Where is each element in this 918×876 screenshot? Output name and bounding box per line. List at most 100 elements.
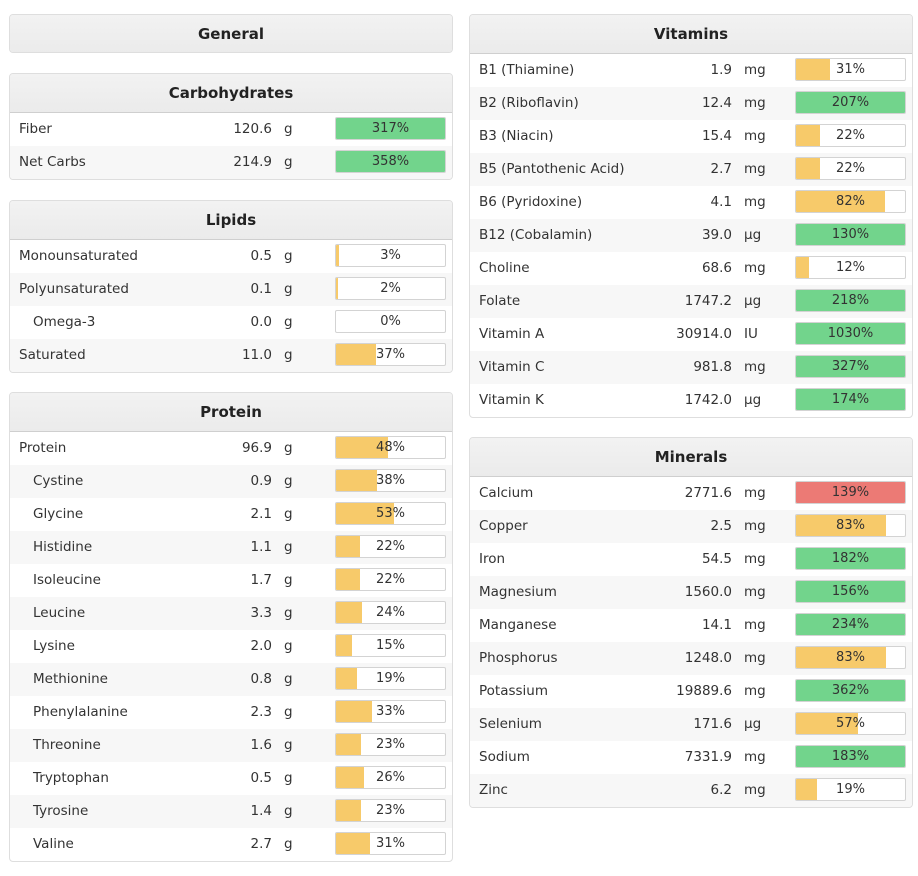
progress-fill xyxy=(336,734,362,755)
nutrient-unit: mg xyxy=(744,650,766,666)
target-progress-bar: 19% xyxy=(335,667,446,690)
nutrient-name: Potassium xyxy=(479,683,549,699)
nutrient-row: Tryptophan 0.5 g 26% xyxy=(10,762,452,795)
progress-fill xyxy=(336,833,370,854)
nutrient-unit: g xyxy=(284,803,293,819)
nutrient-name: B2 (Riboflavin) xyxy=(479,95,579,111)
minerals-header[interactable]: Minerals xyxy=(470,438,912,477)
nutrient-row: Vitamin A 30914.0 IU 1030% xyxy=(470,318,912,351)
carbohydrates-rows: Fiber 120.6 g 317% Net Carbs 214.9 g 358% xyxy=(10,113,452,179)
nutrient-unit: g xyxy=(284,248,293,264)
progress-fill xyxy=(336,767,365,788)
nutrient-amount: 2.0 xyxy=(250,638,272,654)
progress-fill xyxy=(336,344,377,365)
nutrient-amount: 19889.6 xyxy=(676,683,732,699)
nutrient-row: Vitamin K 1742.0 µg 174% xyxy=(470,384,912,417)
nutrient-row: B5 (Pantothenic Acid) 2.7 mg 22% xyxy=(470,153,912,186)
nutrient-unit: mg xyxy=(744,518,766,534)
target-percent: 22% xyxy=(836,128,865,143)
target-progress-bar: 83% xyxy=(795,514,906,537)
progress-fill xyxy=(796,548,905,569)
nutrient-name: Vitamin C xyxy=(479,359,545,375)
nutrient-unit: g xyxy=(284,770,293,786)
target-progress-bar: 31% xyxy=(795,58,906,81)
nutrient-unit: mg xyxy=(744,128,766,144)
progress-fill xyxy=(336,437,389,458)
nutrient-unit: µg xyxy=(744,716,762,732)
lipids-header[interactable]: Lipids xyxy=(10,201,452,240)
nutrient-row: Omega-3 0.0 g 0% xyxy=(10,306,452,339)
nutrient-amount: 1.4 xyxy=(250,803,272,819)
nutrient-amount: 0.0 xyxy=(250,314,272,330)
target-percent: 26% xyxy=(376,770,405,785)
nutrient-name: Leucine xyxy=(33,605,86,621)
nutrient-row: Phenylalanine 2.3 g 33% xyxy=(10,696,452,729)
nutrient-row: Valine 2.7 g 31% xyxy=(10,828,452,861)
protein-panel: Protein Protein 96.9 g 48% Cystine 0.9 g 38% Gly… xyxy=(9,392,453,862)
progress-fill xyxy=(336,602,363,623)
vitamins-panel: Vitamins B1 (Thiamine) 1.9 mg 31% B2 (Ribofl… xyxy=(469,14,913,418)
nutrient-unit: mg xyxy=(744,260,766,276)
carbohydrates-header[interactable]: Carbohydrates xyxy=(10,74,452,113)
target-percent: 23% xyxy=(376,737,405,752)
nutrient-name: Methionine xyxy=(33,671,108,687)
nutrient-row: B1 (Thiamine) 1.9 mg 31% xyxy=(470,54,912,87)
nutrient-name: Monounsaturated xyxy=(19,248,138,264)
nutrient-name: Saturated xyxy=(19,347,86,363)
target-percent: 2% xyxy=(380,281,401,296)
nutrient-amount: 1742.0 xyxy=(684,392,732,408)
nutrient-row: Fiber 120.6 g 317% xyxy=(10,113,452,146)
nutrient-amount: 2.7 xyxy=(710,161,732,177)
nutrient-amount: 1.6 xyxy=(250,737,272,753)
nutrient-name: Magnesium xyxy=(479,584,557,600)
nutrient-unit: g xyxy=(284,836,293,852)
nutrient-amount: 54.5 xyxy=(701,551,732,567)
target-percent: 358% xyxy=(371,154,410,169)
target-progress-bar: 182% xyxy=(795,547,906,570)
nutrient-amount: 0.1 xyxy=(250,281,272,297)
nutrient-unit: g xyxy=(284,605,293,621)
nutrient-amount: 2.5 xyxy=(710,518,732,534)
nutrient-amount: 96.9 xyxy=(241,440,272,456)
progress-fill xyxy=(796,59,830,80)
target-percent: 207% xyxy=(831,95,870,110)
progress-fill xyxy=(796,614,905,635)
nutrient-row: Glycine 2.1 g 53% xyxy=(10,498,452,531)
nutrient-name: Iron xyxy=(479,551,506,567)
general-header[interactable]: General xyxy=(10,15,452,52)
nutrient-row: Zinc 6.2 mg 19% xyxy=(470,774,912,807)
progress-fill xyxy=(336,503,394,524)
nutrient-row: Lysine 2.0 g 15% xyxy=(10,630,452,663)
progress-fill xyxy=(796,224,905,245)
nutrient-unit: mg xyxy=(744,161,766,177)
nutrient-amount: 1.9 xyxy=(710,62,732,78)
target-progress-bar: 327% xyxy=(795,355,906,378)
nutrient-amount: 0.8 xyxy=(250,671,272,687)
minerals-panel: Minerals Calcium 2771.6 mg 139% Copper 2.5 mg 8… xyxy=(469,437,913,808)
vitamins-header[interactable]: Vitamins xyxy=(470,15,912,54)
nutrient-name: Isoleucine xyxy=(33,572,101,588)
target-progress-bar: 218% xyxy=(795,289,906,312)
target-percent: 183% xyxy=(831,749,870,764)
nutrient-unit: g xyxy=(284,440,293,456)
nutrient-name: Polyunsaturated xyxy=(19,281,129,297)
target-progress-bar: 23% xyxy=(335,799,446,822)
nutrient-amount: 39.0 xyxy=(701,227,732,243)
nutrient-name: B1 (Thiamine) xyxy=(479,62,575,78)
nutrient-unit: mg xyxy=(744,584,766,600)
nutrient-row: Saturated 11.0 g 37% xyxy=(10,339,452,372)
target-percent: 3% xyxy=(380,248,401,263)
nutrient-row: Polyunsaturated 0.1 g 2% xyxy=(10,273,452,306)
nutrient-unit: g xyxy=(284,704,293,720)
progress-fill xyxy=(796,779,817,800)
nutrient-amount: 214.9 xyxy=(233,154,272,170)
nutrient-unit: g xyxy=(284,473,293,489)
nutrient-amount: 30914.0 xyxy=(676,326,732,342)
nutrient-amount: 2.7 xyxy=(250,836,272,852)
target-percent: 362% xyxy=(831,683,870,698)
target-percent: 19% xyxy=(836,782,865,797)
progress-fill xyxy=(796,356,905,377)
protein-header[interactable]: Protein xyxy=(10,393,452,432)
nutrient-name: Zinc xyxy=(479,782,508,798)
target-progress-bar: 362% xyxy=(795,679,906,702)
